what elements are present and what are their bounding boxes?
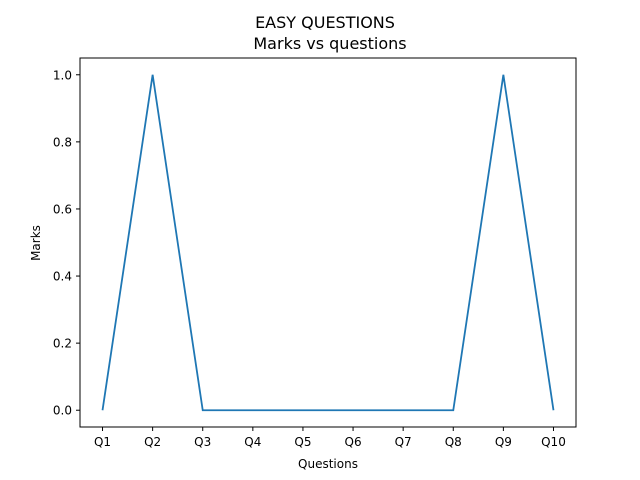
y-tick-label: 1.0 xyxy=(53,68,72,82)
x-tick-label: Q7 xyxy=(395,435,412,449)
x-tick-label: Q8 xyxy=(445,435,462,449)
x-tick-label: Q1 xyxy=(94,435,111,449)
chart-suptitle: EASY QUESTIONS xyxy=(255,13,395,32)
series-line xyxy=(101,74,555,412)
y-tick-label: 0.6 xyxy=(53,202,72,216)
x-tick-label: Q9 xyxy=(495,435,512,449)
x-tick-label: Q2 xyxy=(144,435,161,449)
axes-frame xyxy=(79,57,577,428)
y-axis-label: Marks xyxy=(29,225,43,261)
x-tick-label: Q4 xyxy=(244,435,261,449)
chart-title: Marks vs questions xyxy=(253,34,406,53)
y-tick-label: 0.2 xyxy=(53,337,72,351)
y-tick-label: 0.4 xyxy=(53,270,72,284)
x-tick-label: Q3 xyxy=(194,435,211,449)
x-tick-label: Q10 xyxy=(541,435,566,449)
x-tick-label: Q6 xyxy=(345,435,362,449)
y-tick-label: 0.8 xyxy=(53,135,72,149)
plot-area: Q1 Q2 Q3 Q4 Q5 Q6 Q7 Q8 Q9 Q10 0.0 0.2 0.4 0.6 0.8 1.0 xyxy=(53,68,566,449)
y-tick-label: 0.0 xyxy=(53,404,72,418)
x-axis-label: Questions xyxy=(298,457,358,471)
x-tick-label: Q5 xyxy=(294,435,311,449)
